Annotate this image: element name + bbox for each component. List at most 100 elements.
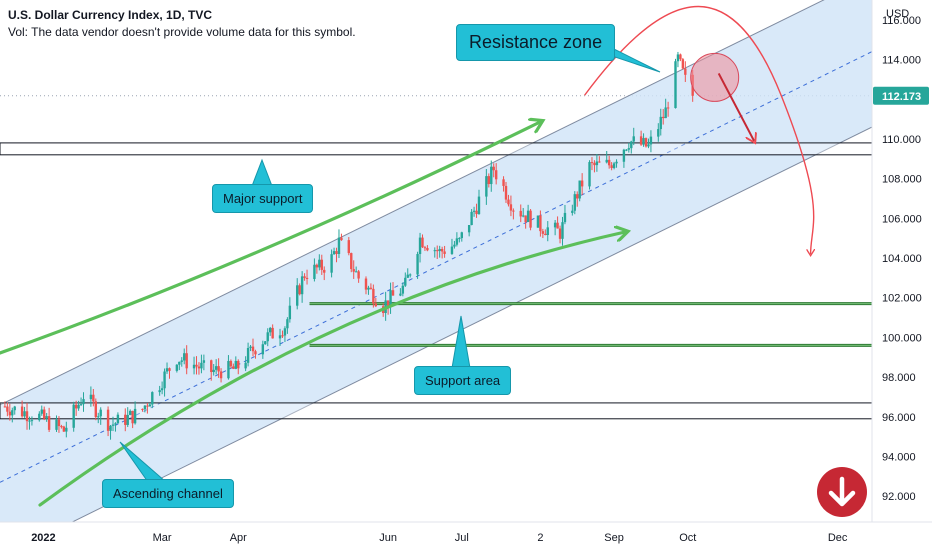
candle-body — [43, 409, 46, 419]
candle — [674, 58, 677, 109]
candle-body — [124, 414, 127, 425]
candle-body — [3, 406, 7, 408]
candle — [369, 283, 373, 290]
candle-body — [163, 371, 166, 389]
candle-body — [89, 394, 93, 400]
symbol-title[interactable]: U.S. Dollar Currency Index, 1D, TVC — [8, 8, 213, 22]
candle-body — [409, 274, 412, 276]
candle — [610, 162, 613, 171]
candle-body — [77, 404, 80, 409]
candle — [92, 389, 95, 407]
candle — [347, 237, 350, 256]
candle — [337, 229, 341, 259]
price-badge — [873, 86, 929, 105]
candle — [286, 317, 289, 334]
candle — [352, 260, 355, 279]
candle — [458, 237, 461, 243]
candle-body — [337, 237, 341, 255]
candle — [30, 416, 34, 426]
candle — [185, 345, 188, 375]
candle-body — [438, 248, 441, 252]
candle-body — [512, 210, 515, 212]
candle-body — [418, 237, 422, 255]
candle — [298, 283, 301, 296]
candle — [146, 402, 149, 414]
candle-body — [92, 394, 95, 402]
candle-body — [60, 426, 63, 428]
candle-body — [180, 360, 183, 362]
major-support-callout[interactable]: Major support — [212, 184, 314, 213]
candle-body — [214, 366, 218, 370]
candle — [192, 356, 196, 375]
support-area-callout[interactable]: Support area — [414, 366, 512, 395]
candle — [546, 221, 549, 242]
candle-body — [332, 251, 336, 255]
candle-body — [615, 161, 618, 164]
candle — [487, 173, 491, 188]
candle-body — [662, 116, 665, 119]
candle-body — [561, 222, 564, 239]
candle — [283, 326, 287, 343]
candle — [364, 276, 368, 295]
candle-body — [593, 162, 596, 166]
candle — [178, 361, 181, 371]
candle — [662, 109, 665, 125]
candle-body — [522, 215, 525, 217]
candle — [509, 195, 513, 217]
candle-body — [246, 347, 250, 363]
candle-body — [642, 138, 645, 145]
candle-body — [146, 405, 149, 407]
major-support-zone — [0, 142, 873, 156]
candle-body — [494, 170, 498, 180]
candle-body — [313, 264, 316, 279]
candle-body — [595, 161, 599, 166]
candle — [175, 364, 179, 373]
candle — [315, 263, 319, 274]
candle — [485, 168, 488, 205]
candle-body — [74, 404, 78, 409]
candle-body — [195, 364, 198, 367]
candle-body — [185, 353, 188, 369]
candle-body — [622, 149, 626, 162]
candle — [401, 282, 405, 297]
candle-body — [455, 238, 459, 245]
candle-body — [30, 420, 34, 422]
candle-body — [278, 335, 282, 339]
resistance-zone-callout[interactable]: Resistance zone — [456, 24, 616, 61]
candle-body — [630, 141, 633, 149]
candle — [266, 328, 269, 347]
candle — [305, 269, 309, 285]
candle — [632, 127, 635, 146]
candle-body — [563, 212, 567, 223]
candle-body — [544, 233, 547, 236]
candle-body — [657, 129, 660, 137]
candle — [214, 359, 218, 375]
candle — [313, 258, 316, 282]
arrow-down-circle-icon[interactable] — [817, 467, 867, 517]
candle-body — [644, 138, 648, 147]
candle — [455, 232, 459, 247]
candle-body — [347, 240, 350, 254]
candle — [244, 356, 247, 372]
candle-body — [372, 288, 375, 304]
candle — [227, 355, 230, 380]
candle — [195, 356, 198, 375]
candle — [133, 401, 137, 425]
candle-body — [477, 196, 481, 215]
candle — [580, 173, 584, 196]
candle-body — [126, 414, 129, 425]
candle-body — [266, 332, 269, 342]
candle — [490, 160, 493, 192]
y-tick-label: 110.000 — [882, 134, 921, 146]
candle-body — [558, 228, 562, 239]
candle — [492, 163, 495, 178]
ascending-channel-callout[interactable]: Ascending channel — [102, 479, 234, 508]
candle-body — [391, 290, 395, 296]
candle — [615, 159, 618, 168]
candle-body — [340, 237, 343, 241]
candle — [477, 189, 481, 215]
x-tick-label: Sep — [604, 532, 624, 544]
candle — [659, 108, 662, 136]
